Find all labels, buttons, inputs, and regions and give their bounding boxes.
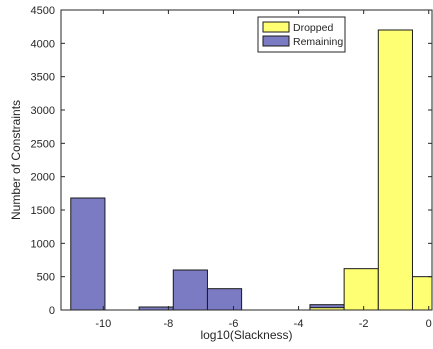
x-tick-label: -10 <box>95 318 111 330</box>
axes-box <box>60 9 433 311</box>
y-axis-ticks: 0 500 1000 1500 2000 2500 3000 3500 4000 4500 <box>31 5 432 317</box>
bars-layer <box>70 29 433 311</box>
y-tick-label: 3000 <box>31 105 55 117</box>
bar-dropped-1 <box>343 268 379 311</box>
bar-remaining-2 <box>172 269 208 311</box>
legend-label-dropped: Dropped <box>293 22 333 34</box>
y-tick-label: 1500 <box>31 205 55 217</box>
y-tick-label: 0 <box>49 305 55 317</box>
legend: Dropped Remaining <box>257 16 346 53</box>
x-axis-label: log10(Slackness) <box>200 328 292 342</box>
y-tick-label: 2500 <box>31 138 55 150</box>
y-tick-label: 4500 <box>31 5 55 17</box>
bar-dropped-3 <box>411 276 433 311</box>
legend-swatch-dropped <box>262 21 290 33</box>
bar-dropped-2 <box>377 29 413 311</box>
y-tick-label: 1000 <box>31 238 55 250</box>
x-axis-ticks: -10 -8 -6 -4 -2 0 <box>95 10 432 330</box>
legend-label-remaining: Remaining <box>293 36 343 48</box>
bar-remaining-3 <box>206 288 243 311</box>
y-tick-label: 4000 <box>31 38 55 50</box>
y-tick-label: 2000 <box>31 172 55 184</box>
y-axis-label: Number of Constraints <box>9 100 23 220</box>
bar-remaining-0 <box>70 197 106 311</box>
x-tick-label: -4 <box>294 318 304 330</box>
legend-swatch-remaining <box>262 35 290 47</box>
x-tick-label: 0 <box>426 318 432 330</box>
y-tick-label: 500 <box>37 272 55 284</box>
y-tick-label: 3500 <box>31 72 55 84</box>
x-tick-label: -8 <box>164 318 174 330</box>
x-tick-label: -2 <box>359 318 369 330</box>
x-tick-label: -6 <box>229 318 239 330</box>
